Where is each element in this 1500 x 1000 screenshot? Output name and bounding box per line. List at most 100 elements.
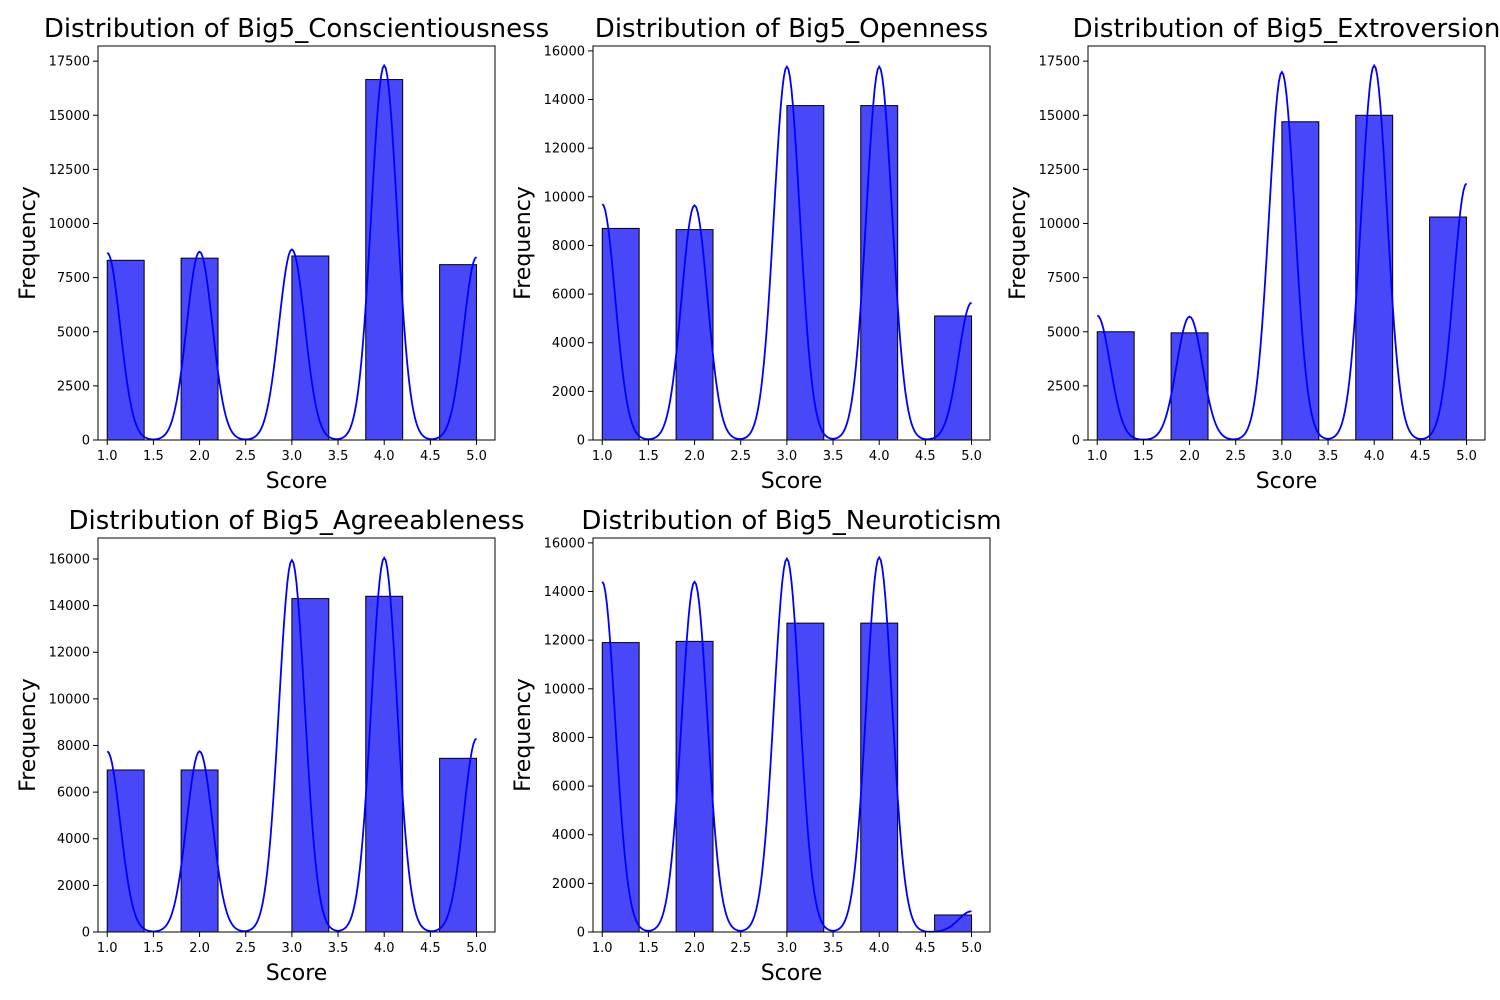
- x-axis-label: Score: [1256, 469, 1318, 494]
- y-tick-label: 10000: [49, 217, 90, 232]
- histogram-bar: [786, 105, 825, 441]
- histogram-bar: [675, 229, 714, 441]
- y-tick-label: 10000: [544, 682, 585, 697]
- y-tick-label: 2000: [552, 877, 585, 892]
- histogram-bar: [1170, 332, 1209, 441]
- x-tick-label: 3.5: [328, 449, 349, 464]
- y-tick-label: 17500: [49, 55, 90, 70]
- x-tick-label: 1.0: [97, 941, 118, 956]
- y-axis-label: Frequency: [511, 186, 536, 300]
- x-tick-label: 3.5: [823, 941, 844, 956]
- chart-panel-4: 1.0 1.5 2.0 2.5 3.0 3.5 4.0 4.5 5.0 0 2000 4000 6000…: [16, 506, 525, 986]
- x-tick-label: 4.5: [915, 449, 936, 464]
- y-tick-label: 4000: [552, 828, 585, 843]
- y-tick-label: 0: [577, 434, 585, 449]
- y-tick-label: 16000: [49, 552, 90, 567]
- y-tick-label: 16000: [544, 536, 585, 551]
- histogram-bar: [439, 757, 478, 933]
- chart-panel-1: 1.0 1.5 2.0 2.5 3.0 3.5 4.0 4.5 5.0 0 2500 5000 7500…: [16, 14, 549, 494]
- x-tick-label: 3.0: [1272, 449, 1293, 464]
- x-tick-label: 1.5: [143, 449, 164, 464]
- histogram-bar: [934, 315, 973, 441]
- y-tick-label: 7500: [57, 271, 90, 286]
- y-tick-label: 0: [82, 434, 90, 449]
- chart-panel-5: 1.0 1.5 2.0 2.5 3.0 3.5 4.0 4.5 5.0 0 2000 4000 6000…: [511, 506, 1002, 986]
- y-tick-label: 12000: [49, 646, 90, 661]
- y-tick-label: 2500: [1047, 379, 1080, 394]
- histogram-bar: [1281, 121, 1320, 441]
- histogram-bar: [601, 227, 640, 441]
- x-tick-label: 1.0: [97, 449, 118, 464]
- y-tick-label: 12000: [544, 142, 585, 157]
- y-tick-label: 8000: [552, 731, 585, 746]
- axes-frame: [1087, 45, 1486, 441]
- x-tick-label: 1.5: [1133, 449, 1154, 464]
- x-tick-label: 3.5: [823, 449, 844, 464]
- x-tick-label: 2.5: [235, 941, 256, 956]
- x-tick-label: 3.5: [1318, 449, 1339, 464]
- histogram-bar: [291, 255, 330, 441]
- x-tick-label: 1.0: [592, 449, 613, 464]
- histogram-bar: [860, 105, 899, 441]
- y-tick-label: 2000: [57, 879, 90, 894]
- x-tick-label: 1.0: [1087, 449, 1108, 464]
- y-tick-label: 8000: [552, 239, 585, 254]
- x-tick-label: 4.0: [374, 449, 395, 464]
- kde-line: [106, 63, 478, 441]
- kde-line: [1096, 63, 1468, 441]
- histogram-bar: [106, 259, 145, 441]
- x-tick-label: 3.0: [282, 941, 303, 956]
- histogram-bar: [786, 622, 825, 933]
- axes-frame: [97, 537, 496, 933]
- y-tick-label: 0: [577, 926, 585, 941]
- y-tick-label: 2000: [552, 385, 585, 400]
- histogram-bar: [106, 769, 145, 933]
- histogram-bar: [1429, 216, 1468, 441]
- x-tick-label: 5.0: [961, 941, 982, 956]
- y-tick-label: 12500: [49, 163, 90, 178]
- x-tick-label: 4.0: [374, 941, 395, 956]
- y-tick-label: 0: [82, 926, 90, 941]
- x-tick-label: 4.0: [1364, 449, 1385, 464]
- histogram-bar: [180, 257, 219, 441]
- y-axis-label: Frequency: [1006, 186, 1031, 300]
- histogram-bar: [1096, 331, 1135, 441]
- x-tick-label: 2.5: [235, 449, 256, 464]
- axes-frame: [592, 537, 991, 933]
- x-axis-label: Score: [761, 469, 823, 494]
- x-tick-label: 2.0: [189, 449, 210, 464]
- kde-line: [601, 555, 972, 933]
- x-axis-label: Score: [266, 469, 328, 494]
- x-tick-label: 4.5: [420, 449, 441, 464]
- y-tick-label: 15000: [1039, 109, 1080, 124]
- y-tick-label: 6000: [57, 786, 90, 801]
- axes-frame: [97, 45, 496, 441]
- histogram-bar: [860, 622, 899, 933]
- y-tick-label: 2500: [57, 379, 90, 394]
- chart-title: Distribution of Big5_Conscientiousness: [44, 14, 549, 44]
- y-tick-label: 14000: [49, 599, 90, 614]
- y-tick-label: 10000: [49, 692, 90, 707]
- x-tick-label: 1.5: [143, 941, 164, 956]
- chart-panel-3: 1.0 1.5 2.0 2.5 3.0 3.5 4.0 4.5 5.0 0 2500 5000 7500…: [1006, 14, 1500, 494]
- histogram-bar: [601, 642, 640, 933]
- x-tick-label: 5.0: [1456, 449, 1477, 464]
- histogram-bar: [1355, 114, 1394, 441]
- chart-title: Distribution of Big5_Agreeableness: [68, 506, 524, 536]
- x-tick-label: 4.0: [869, 941, 890, 956]
- x-tick-label: 3.0: [777, 941, 798, 956]
- y-tick-label: 7500: [1047, 271, 1080, 286]
- y-tick-label: 14000: [544, 585, 585, 600]
- y-tick-label: 4000: [57, 832, 90, 847]
- x-tick-label: 3.0: [777, 449, 798, 464]
- x-tick-label: 2.5: [730, 449, 751, 464]
- chart-title: Distribution of Big5_Neuroticism: [581, 506, 1001, 536]
- y-tick-label: 0: [1072, 434, 1080, 449]
- y-axis-label: Frequency: [16, 678, 41, 792]
- axes-frame: [592, 45, 991, 441]
- y-axis-label: Frequency: [511, 678, 536, 792]
- y-tick-label: 10000: [544, 190, 585, 205]
- x-axis-label: Score: [266, 961, 328, 986]
- x-tick-label: 2.5: [1225, 449, 1246, 464]
